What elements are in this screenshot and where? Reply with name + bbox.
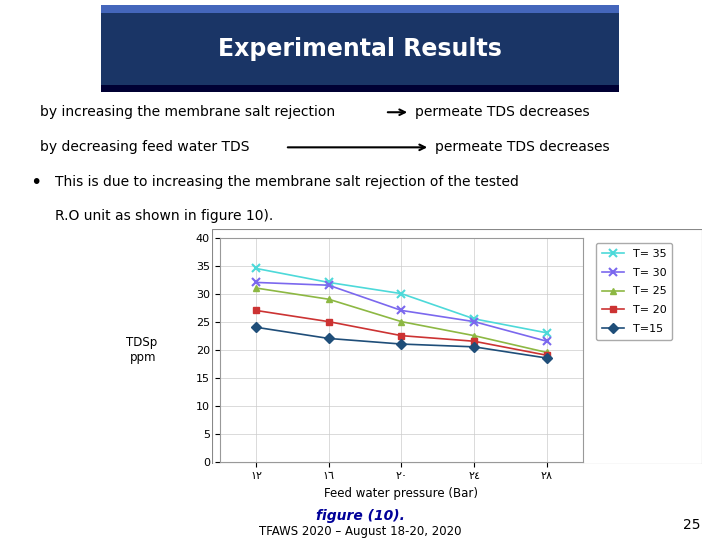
Text: by decreasing feed water TDS: by decreasing feed water TDS (40, 140, 250, 154)
T=15 (543, 355, 552, 361)
T= 30 (470, 319, 479, 325)
Text: permeate TDS decreases: permeate TDS decreases (415, 105, 590, 119)
T= 25 (543, 349, 552, 356)
Bar (101, 5, 619, 92)
Text: by increasing the membrane salt rejection: by increasing the membrane salt rejectio… (40, 105, 335, 119)
T= 35 (252, 265, 261, 272)
Text: 25: 25 (683, 518, 700, 532)
X-axis label: Feed water pressure (Bar): Feed water pressure (Bar) (325, 487, 478, 500)
T= 20 (470, 338, 479, 345)
Line: T= 35: T= 35 (252, 264, 551, 337)
T=15 (470, 343, 479, 350)
Bar (101, 85, 619, 92)
Line: T=15: T=15 (253, 324, 550, 361)
T= 35 (470, 315, 479, 322)
T= 35 (543, 329, 552, 336)
T= 20 (397, 333, 406, 339)
T= 20 (252, 307, 261, 314)
T= 25 (470, 333, 479, 339)
Line: T= 25: T= 25 (253, 285, 550, 356)
Text: R.O unit as shown in figure 10).: R.O unit as shown in figure 10). (55, 208, 274, 222)
Line: T= 20: T= 20 (253, 307, 550, 359)
T= 25 (397, 319, 406, 325)
Text: This is due to increasing the membrane salt rejection of the tested: This is due to increasing the membrane s… (55, 176, 519, 190)
T= 25 (325, 296, 333, 302)
T= 30 (252, 279, 261, 286)
T=15 (252, 324, 261, 330)
T= 20 (325, 319, 333, 325)
T= 35 (325, 279, 333, 286)
Legend: T= 35, T= 30, T= 25, T= 20, T=15: T= 35, T= 30, T= 25, T= 20, T=15 (596, 243, 672, 340)
T= 25 (252, 285, 261, 291)
T= 35 (397, 291, 406, 297)
Text: figure (10).: figure (10). (315, 509, 405, 523)
T= 30 (543, 338, 552, 345)
Text: TFAWS 2020 – August 18-20, 2020: TFAWS 2020 – August 18-20, 2020 (258, 525, 462, 538)
Text: permeate TDS decreases: permeate TDS decreases (435, 140, 610, 154)
Line: T= 30: T= 30 (252, 278, 551, 346)
Text: •: • (30, 173, 41, 192)
Text: Experimental Results: Experimental Results (218, 37, 502, 60)
Bar (101, 5, 619, 12)
T= 20 (543, 352, 552, 359)
T= 30 (325, 282, 333, 288)
Y-axis label: TDSp
ppm: TDSp ppm (125, 336, 157, 363)
T=15 (325, 335, 333, 342)
T=15 (397, 341, 406, 347)
T= 30 (397, 307, 406, 314)
